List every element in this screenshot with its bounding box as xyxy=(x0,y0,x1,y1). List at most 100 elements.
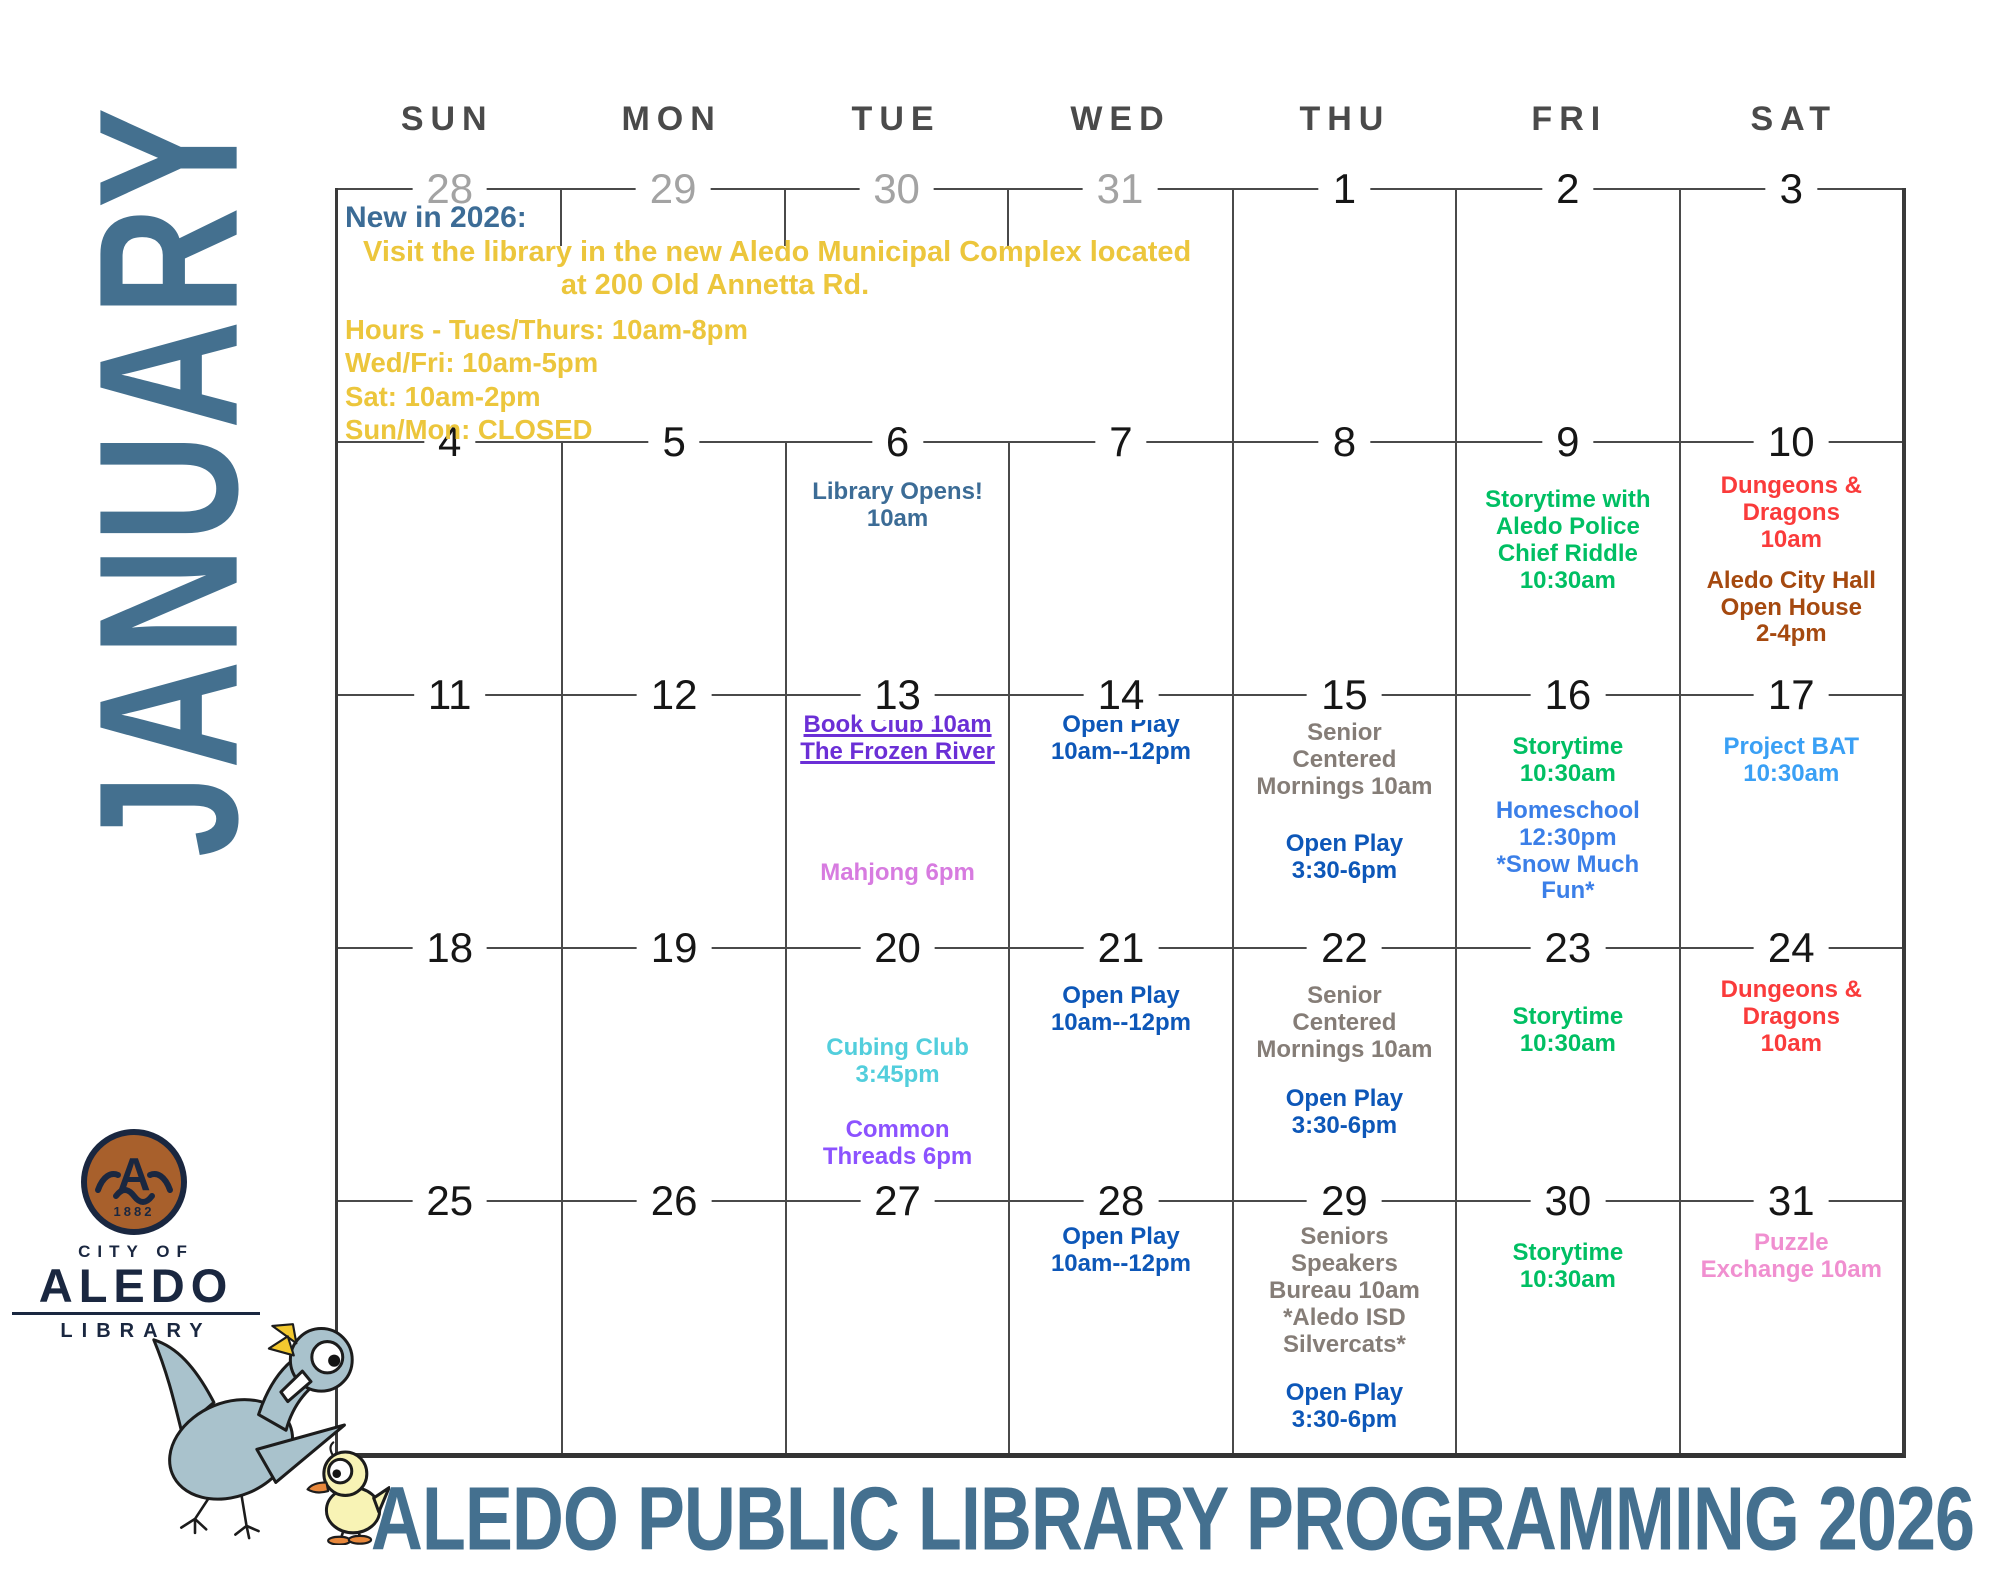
date-number: 28 xyxy=(1083,1176,1159,1226)
calendar-event: Cubing Club 3:45pm xyxy=(826,1034,969,1088)
calendar-cell: 27 xyxy=(784,1176,1009,1453)
date-number: 31 xyxy=(1082,164,1158,214)
date-number: 30 xyxy=(859,164,934,214)
day-header-fri: FRI xyxy=(1531,100,1608,138)
calendar-cell: 2 xyxy=(1455,164,1679,441)
day-header-sun: SUN xyxy=(400,100,494,138)
calendar-cell: 31 Puzzle Exchange 10am xyxy=(1678,1176,1902,1453)
date-number: 8 xyxy=(1318,417,1371,467)
logo-city-of: CITY OF xyxy=(78,1242,194,1261)
date-number: 7 xyxy=(1095,417,1147,467)
date-number: 17 xyxy=(1753,670,1829,720)
calendar-cell: 23 Storytime 10:30am xyxy=(1455,923,1679,1200)
city-seal-icon: A 1882 xyxy=(81,1129,187,1235)
info-hours-line: Sun/Mon: CLOSED xyxy=(345,414,593,446)
date-number: 9 xyxy=(1542,417,1594,467)
date-number: 28 xyxy=(412,164,488,214)
date-number: 22 xyxy=(1307,923,1382,973)
date-number: 31 xyxy=(1753,1176,1829,1226)
info-hours-line: Hours - Tues/Thurs: 10am-8pm xyxy=(345,313,748,345)
calendar-cell: 12 xyxy=(561,670,785,947)
calendar-event: Library Opens! 10am xyxy=(812,478,983,532)
page-title: ALEDO PUBLIC LIBRARY PROGRAMMING 2026 xyxy=(370,1469,1975,1570)
calendar-cell: 1 xyxy=(1231,164,1456,441)
calendar-cell: 26 xyxy=(561,1176,785,1453)
calendar-cell: 9 Storytime with Aledo Police Chief Riddle 1… xyxy=(1455,417,1679,694)
date-number: 16 xyxy=(1530,670,1606,720)
day-header-tue: TUE xyxy=(851,100,941,138)
calendar-grid: 28 29 30 31 1 2 3 4 5 6 Library Opens! 10am 7 8 9 Story… xyxy=(335,164,1906,1458)
calendar-event: Senior Centered Mornings 10am xyxy=(1256,719,1433,800)
logo-divider xyxy=(12,1312,260,1315)
calendar-event: Homeschool 12:30pm *Snow Much Fun* xyxy=(1495,796,1640,905)
date-number: 4 xyxy=(424,417,476,467)
calendar-event: Puzzle Exchange 10am xyxy=(1700,1229,1882,1283)
calendar-cell: 10 Dungeons & Dragons 10am Aledo City Hall Op… xyxy=(1678,417,1902,694)
calendar-cell: 14 Open Play 10am--12pm xyxy=(1008,670,1232,947)
calendar-cell: 16 Storytime 10:30am Homeschool 12:30pm *Snow… xyxy=(1455,670,1679,947)
date-number: 11 xyxy=(413,670,486,720)
info-hours-line: Sat: 10am-2pm xyxy=(345,380,541,412)
calendar-event: Storytime 10:30am xyxy=(1512,1003,1624,1057)
date-number: 27 xyxy=(860,1176,935,1226)
date-number: 5 xyxy=(648,417,700,467)
date-number: 14 xyxy=(1083,670,1159,720)
calendar-event: Project BAT 10:30am xyxy=(1723,733,1860,787)
calendar-cell: 30 xyxy=(783,164,1009,441)
svg-text:1882: 1882 xyxy=(114,1204,155,1219)
date-number: 20 xyxy=(860,923,935,973)
info-hours-line: Wed/Fri: 10am-5pm xyxy=(345,347,599,379)
calendar-cell: 29 Seniors Speakers Bureau 10am *Aledo ISD Si… xyxy=(1231,1176,1456,1453)
info-heading: New in 2026: xyxy=(345,201,527,234)
date-number: 2 xyxy=(1542,164,1594,214)
calendar-cell: 8 xyxy=(1231,417,1456,694)
calendar-event: Aledo City Hall Open House 2-4pm xyxy=(1706,566,1876,648)
calendar-event: Open Play 3:30-6pm xyxy=(1285,1379,1404,1434)
date-number: 13 xyxy=(860,670,935,720)
calendar-cell: 7 xyxy=(1008,417,1232,694)
date-number: 6 xyxy=(871,417,924,467)
info-box: New in 2026: Visit the library in the ne… xyxy=(345,200,1245,447)
date-number: 30 xyxy=(1530,1176,1606,1226)
calendar-cell: 6 Library Opens! 10am xyxy=(784,417,1009,694)
calendar-cell: 13 Book Club 10am The Frozen River Mahjong … xyxy=(784,670,1009,947)
calendar-cell: 29 xyxy=(560,164,785,441)
calendar-event: Storytime with Aledo Police Chief Riddle 10… xyxy=(1485,486,1651,594)
info-location-line-2: at 200 Old Annetta Rd. xyxy=(560,269,870,302)
calendar-event: Open Play 3:30-6pm xyxy=(1285,829,1404,884)
calendar-cell: 19 xyxy=(561,923,785,1200)
calendar-cell: 11 xyxy=(338,670,562,947)
day-header-sat: SAT xyxy=(1750,100,1837,138)
calendar-event: Mahjong 6pm xyxy=(820,858,975,886)
calendar-cell: 3 xyxy=(1678,164,1902,441)
calendar-cell: 21 Open Play 10am--12pm xyxy=(1008,923,1232,1200)
calendar-cell: 24 Dungeons & Dragons 10am xyxy=(1678,923,1902,1200)
calendar-cell: 17 Project BAT 10:30am xyxy=(1678,670,1902,947)
date-number: 21 xyxy=(1083,923,1159,973)
calendar-event: Open Play 10am--12pm xyxy=(1050,982,1192,1036)
calendar-cell: 28 xyxy=(338,164,562,441)
day-header-thu: THU xyxy=(1299,100,1391,138)
calendar-event: Storytime 10:30am xyxy=(1512,1239,1624,1293)
date-number: 12 xyxy=(636,670,712,720)
date-number: 26 xyxy=(636,1176,712,1226)
calendar-cell: 20 Cubing Club 3:45pm Common Threads 6pm xyxy=(784,923,1009,1200)
date-number: 15 xyxy=(1307,670,1382,720)
calendar-event: Common Threads 6pm xyxy=(822,1115,973,1170)
day-header-mon: MON xyxy=(621,100,722,138)
calendar-event: Open Play 10am--12pm xyxy=(1050,711,1192,765)
pigeon-and-duckling-icon xyxy=(152,1323,390,1545)
calendar-event: Seniors Speakers Bureau 10am *Aledo ISD Silv… xyxy=(1269,1223,1420,1358)
calendar-event: Storytime 10:30am xyxy=(1512,733,1624,787)
svg-text:A: A xyxy=(117,1148,150,1200)
date-number: 23 xyxy=(1530,923,1606,973)
calendar-cell: 22 Senior Centered Mornings 10am Open Play 3:… xyxy=(1231,923,1456,1200)
calendar-event: Open Play 3:30-6pm xyxy=(1285,1084,1404,1139)
date-number: 25 xyxy=(412,1176,488,1226)
month-label: JANUARY xyxy=(57,102,279,858)
calendar-cell: 25 xyxy=(338,1176,562,1453)
calendar-event: Dungeons & Dragons 10am xyxy=(1720,472,1862,553)
logo-library: LIBRARY xyxy=(60,1320,212,1342)
calendar-cell: 18 xyxy=(338,923,562,1200)
